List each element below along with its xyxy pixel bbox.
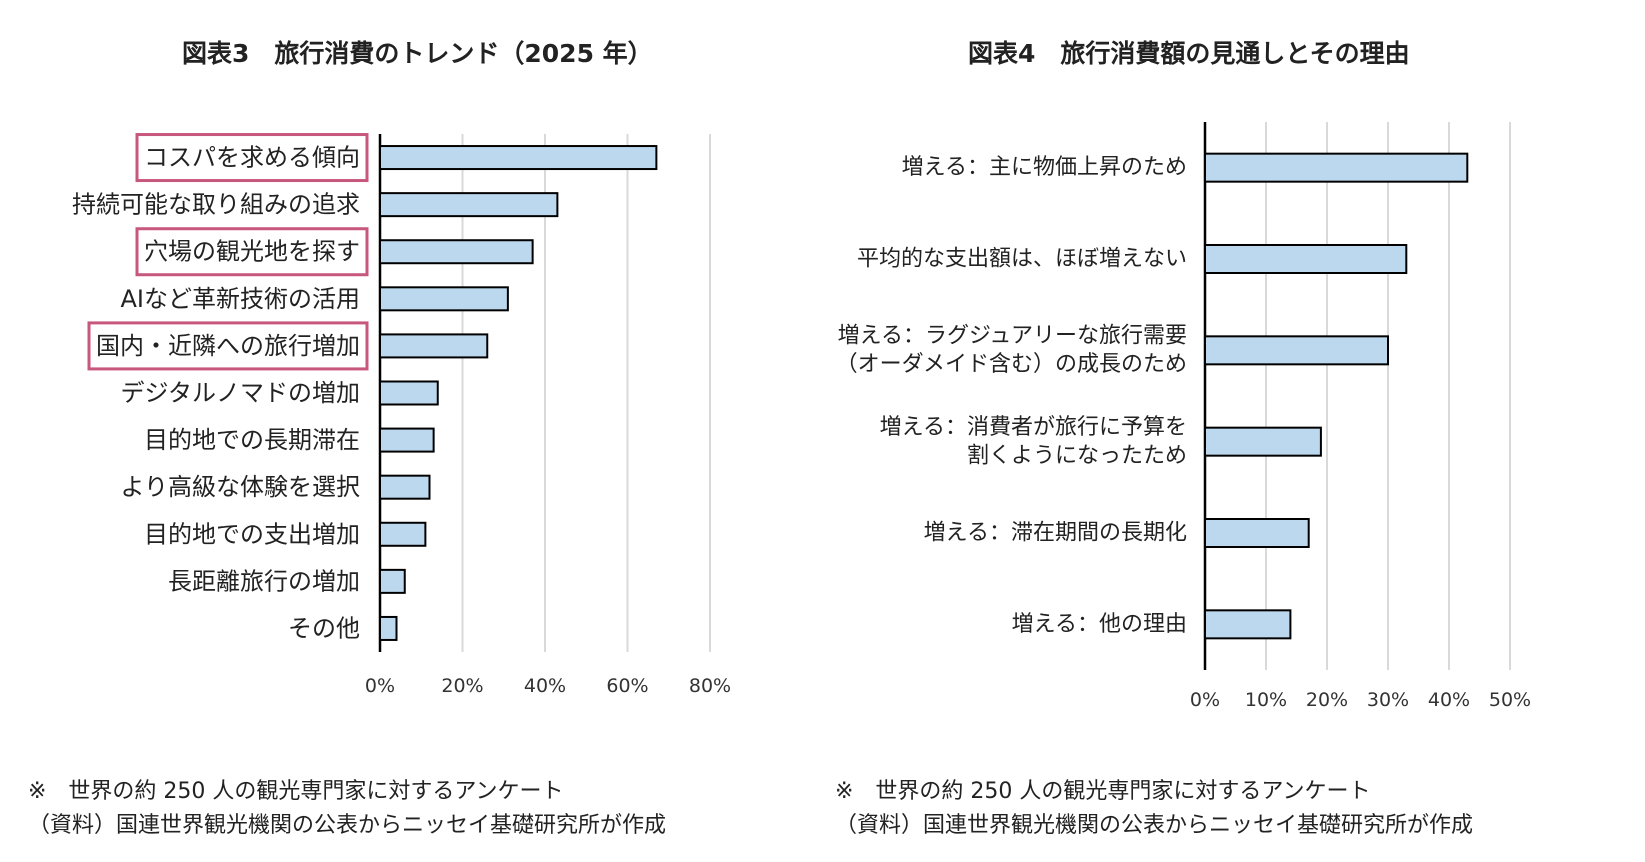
bar-chart-trends: 0% 20% 40% 60% 80% コスパを求める傾向持続可能な取り組みの追求穴場の観光… (72, 133, 731, 697)
category-label: その他 (288, 614, 360, 642)
category-label: より高級な体験を選択 (120, 473, 360, 501)
category-label: 割くようになったため (967, 443, 1187, 468)
category-label: 国内・近隣への旅行増加 (96, 332, 360, 360)
bar (379, 521, 427, 547)
category-label: 増える：他の理由 (1012, 612, 1187, 637)
survey-note: ※ 世界の約 250 人の観光専門家に対するアンケート (28, 779, 564, 804)
chart-title: 図表3 旅行消費のトレンド（2025 年） (182, 39, 653, 68)
category-label: 長距離旅行の増加 (168, 567, 360, 595)
bar (379, 286, 509, 312)
category-label: （オーダメイド含む）の成長のため (836, 352, 1187, 377)
highlight-box (135, 133, 369, 183)
x-tick-label: 20% (1306, 689, 1348, 711)
bar (1204, 609, 1292, 640)
category-label: 穴場の観光地を探す (144, 238, 360, 266)
chart-panel-trends: 図表3 旅行消費のトレンド（2025 年） 0% 20% 40% 60% 80% コスパを… (0, 0, 810, 862)
category-label: 目的地での長期滞在 (144, 426, 360, 454)
highlight-box (135, 227, 369, 277)
chart-panel-outlook: 図表4 旅行消費額の見通しとその理由 0% 10% 20% 30% 40% 50% 増える：… (810, 0, 1645, 862)
x-tick-label: 30% (1367, 689, 1409, 711)
bar-chart-outlook: 0% 10% 20% 30% 40% 50% 増える：主に物価上昇のため平均的な支出額は、ほ… (836, 122, 1531, 711)
category-label: AIなど革新技術の活用 (121, 285, 361, 313)
chart-title: 図表4 旅行消費額の見通しとその理由 (968, 39, 1410, 68)
bar (379, 333, 489, 359)
chart-notes: ※ 世界の約 250 人の観光専門家に対するアンケート （資料）国連世界観光機関… (28, 775, 666, 843)
bar (379, 192, 559, 218)
bar (1204, 518, 1310, 548)
bar (1204, 244, 1408, 274)
category-label: 目的地での支出増加 (144, 520, 360, 548)
source-note: （資料）国連世界観光機関の公表からニッセイ基礎研究所が作成 (835, 813, 1474, 838)
category-label: 増える：ラグジュアリーな旅行需要 (838, 324, 1187, 349)
chart-notes: ※ 世界の約 250 人の観光専門家に対するアンケート （資料）国連世界観光機関… (835, 775, 1473, 843)
x-tick-label: 0% (365, 675, 395, 697)
x-tick-label: 10% (1245, 689, 1287, 711)
bar (379, 145, 658, 171)
bar (1204, 335, 1389, 366)
x-tick-label: 0% (1190, 689, 1220, 711)
x-tick-label: 40% (1428, 689, 1470, 711)
bar (379, 380, 439, 406)
x-tick-label: 20% (441, 675, 483, 697)
category-label: デジタルノマドの増加 (120, 379, 360, 407)
category-label: 増える：滞在期間の長期化 (924, 521, 1187, 546)
x-tick-label: 60% (606, 675, 648, 697)
bar (379, 615, 398, 641)
category-label: コスパを求める傾向 (144, 144, 360, 172)
bar (1204, 152, 1469, 183)
x-tick-label: 40% (524, 675, 566, 697)
source-note: （資料）国連世界観光機関の公表からニッセイ基礎研究所が作成 (28, 813, 667, 838)
bar (379, 568, 406, 594)
bar (1204, 426, 1322, 457)
category-label: 増える：消費者が旅行に予算を (880, 415, 1187, 440)
category-label: 増える：主に物価上昇のため (902, 155, 1187, 180)
bar (379, 427, 435, 453)
highlight-box (87, 321, 369, 371)
x-tick-label: 80% (689, 675, 731, 697)
x-tick-label: 50% (1489, 689, 1531, 711)
category-label: 平均的な支出額は、ほぼ増えない (857, 247, 1187, 272)
bar (379, 474, 431, 500)
bar (379, 239, 534, 265)
survey-note: ※ 世界の約 250 人の観光専門家に対するアンケート (835, 779, 1371, 804)
category-label: 持続可能な取り組みの追求 (72, 191, 360, 219)
